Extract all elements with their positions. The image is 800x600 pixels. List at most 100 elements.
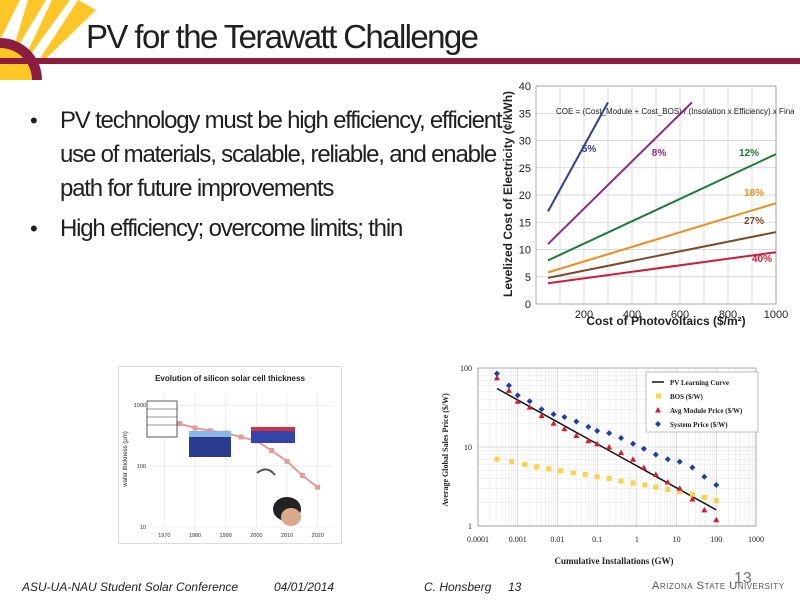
thickness-x-tick-label: 1990 bbox=[220, 533, 232, 539]
legend-label: Avg Module Price ($/W) bbox=[670, 407, 743, 415]
system-price-point bbox=[606, 430, 613, 437]
coe-x-tick-label: 600 bbox=[671, 309, 689, 321]
system-price-point bbox=[573, 418, 580, 425]
module-price-point bbox=[606, 444, 613, 450]
bos-point bbox=[606, 475, 612, 481]
module-price-point bbox=[585, 437, 592, 444]
module-price-point bbox=[630, 456, 637, 462]
coe-grid bbox=[535, 85, 777, 305]
learning-plot-frame bbox=[477, 367, 757, 527]
footer-slide-number: 13 bbox=[508, 580, 522, 594]
learning-series bbox=[493, 370, 720, 523]
bos-point bbox=[665, 486, 671, 492]
learning-x-tick-label: 100 bbox=[710, 535, 722, 544]
thickness-x-tick-label: 2020 bbox=[312, 533, 324, 539]
thickness-point bbox=[238, 434, 244, 440]
module-price-point bbox=[701, 506, 708, 513]
legend-label: System Price ($/W) bbox=[670, 421, 728, 429]
system-price-point bbox=[664, 456, 671, 463]
bos-point bbox=[653, 484, 659, 490]
system-price-point bbox=[630, 440, 637, 447]
bullet-item: • High efficiency; overcome limits; thin bbox=[30, 212, 510, 246]
learning-x-tick-label: 0.1 bbox=[592, 535, 602, 544]
learning-x-tick-label: 0.01 bbox=[550, 535, 564, 544]
coe-series-label: 12% bbox=[739, 148, 759, 159]
system-price-point bbox=[493, 370, 500, 377]
coe-series bbox=[547, 101, 777, 285]
bos-point bbox=[677, 489, 683, 495]
coe-y-tick-label: 15 bbox=[519, 217, 531, 229]
thickness-point bbox=[177, 421, 183, 427]
asu-logo: Arizona State University bbox=[652, 580, 785, 592]
system-price-point bbox=[505, 382, 512, 389]
learning-x-tick-label: 0.001 bbox=[509, 535, 527, 544]
bos-point bbox=[701, 494, 707, 500]
learning-x-tick-label: 1000 bbox=[748, 535, 764, 544]
system-price-point bbox=[594, 427, 601, 434]
module-price-point bbox=[713, 516, 720, 523]
bos-point bbox=[642, 482, 648, 488]
bos-point bbox=[546, 466, 552, 472]
legend-label: BOS ($/W) bbox=[670, 393, 704, 401]
system-price-point bbox=[713, 482, 720, 489]
cell-illustration-icon bbox=[146, 400, 301, 526]
bos-point bbox=[713, 498, 719, 504]
coe-series-label: 27% bbox=[744, 216, 764, 227]
asu-logo-text: Arizona State University bbox=[652, 580, 785, 592]
learning-y-tick-label: 10 bbox=[464, 443, 472, 452]
learning-y-axis-label: Average Global Sales Price ($/W) bbox=[441, 393, 450, 507]
legend-label: PV Learning Curve bbox=[670, 379, 729, 387]
coe-y-axis-label: Levelized Cost of Electricity (¢/kWh) bbox=[501, 91, 515, 297]
coe-series-label: 40% bbox=[752, 254, 772, 265]
learning-curve-chart: 0.0001 0.001 0.01 0.1 1 10 100 1000 1 10 100 PV Le… bbox=[441, 364, 764, 566]
bos-point bbox=[558, 468, 564, 474]
coe-series-line bbox=[547, 202, 777, 274]
module-price-point bbox=[526, 404, 533, 410]
module-price-point bbox=[561, 425, 568, 432]
coe-plot-frame bbox=[535, 85, 777, 305]
footer-author: C. Honsberg bbox=[424, 580, 492, 594]
coe-y-tick-label: 10 bbox=[519, 245, 531, 257]
module-price-point bbox=[676, 485, 683, 491]
thickness-ticks: 1970 1980 1990 2000 2010 2020 10 100 1000 bbox=[134, 403, 324, 539]
module-price-point bbox=[573, 432, 580, 438]
thickness-y-axis-label: wafer thickness (μm) bbox=[123, 431, 129, 487]
bos-point bbox=[509, 459, 515, 465]
system-price-point bbox=[585, 423, 592, 430]
coe-y-tick-label: 35 bbox=[519, 108, 531, 120]
coe-x-tick-label: 800 bbox=[719, 309, 737, 321]
learning-x-tick-label: 1 bbox=[635, 535, 639, 544]
thickness-chart-title: Evolution of silicon solar cell thicknes… bbox=[155, 374, 305, 383]
thickness-chart-panel: Evolution of silicon solar cell thicknes… bbox=[118, 366, 342, 544]
learning-x-tick-label: 10 bbox=[673, 535, 681, 544]
page-number: 13 bbox=[734, 570, 752, 587]
bullet-text: PV technology must be high efficiency, e… bbox=[60, 107, 503, 202]
thickness-point bbox=[315, 484, 321, 490]
coe-y-tick-label: 20 bbox=[519, 190, 531, 202]
module-price-point bbox=[664, 479, 671, 485]
system-price-point bbox=[561, 413, 568, 420]
coe-chart: 0 5 10 15 20 25 30 35 40 200 400 600 800 1000 5% 8% 12… bbox=[501, 81, 794, 328]
thickness-point bbox=[269, 448, 275, 454]
coe-series-label: 5% bbox=[582, 144, 597, 155]
coe-x-tick-label: 1000 bbox=[764, 309, 788, 321]
thickness-series bbox=[161, 416, 321, 490]
coe-series-line bbox=[547, 101, 693, 245]
learning-x-tick-label: 0.0001 bbox=[467, 535, 489, 544]
system-price-point bbox=[701, 473, 708, 480]
system-price-point bbox=[689, 464, 696, 471]
bullet-list: • PV technology must be high efficiency, … bbox=[30, 104, 510, 252]
system-price-point bbox=[618, 434, 625, 441]
coe-x-axis-label: Cost of Photovoltaics ($/m²) bbox=[586, 314, 745, 328]
bos-point bbox=[618, 478, 624, 484]
module-price-point bbox=[652, 471, 659, 477]
bos-point bbox=[630, 480, 636, 486]
slide-title: PV for the Terawatt Challenge bbox=[86, 18, 479, 55]
bullet-dot-icon: • bbox=[30, 108, 38, 133]
bullet-dot-icon: • bbox=[30, 216, 38, 241]
legend-diamond-icon bbox=[655, 421, 661, 427]
coe-x-tick-label: 400 bbox=[623, 309, 641, 321]
thickness-x-tick-label: 1970 bbox=[158, 533, 170, 539]
bos-point bbox=[494, 456, 500, 462]
thickness-y-tick-label: 10 bbox=[140, 525, 146, 531]
